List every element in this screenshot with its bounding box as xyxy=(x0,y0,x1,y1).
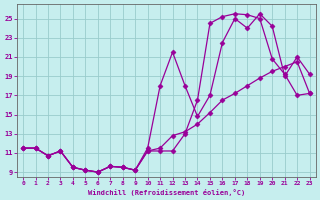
X-axis label: Windchill (Refroidissement éolien,°C): Windchill (Refroidissement éolien,°C) xyxy=(88,189,245,196)
